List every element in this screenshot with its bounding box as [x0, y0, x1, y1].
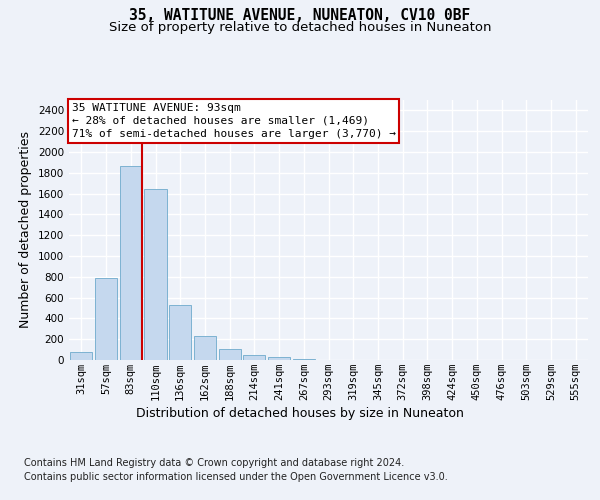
Bar: [70, 352, 92, 360]
Text: Distribution of detached houses by size in Nuneaton: Distribution of detached houses by size …: [136, 408, 464, 420]
Bar: [218, 349, 241, 360]
Bar: [194, 336, 216, 360]
Text: Size of property relative to detached houses in Nuneaton: Size of property relative to detached ho…: [109, 21, 491, 34]
Bar: [169, 305, 191, 360]
Bar: [95, 278, 117, 360]
Y-axis label: Number of detached properties: Number of detached properties: [19, 132, 32, 328]
Text: Contains HM Land Registry data © Crown copyright and database right 2024.: Contains HM Land Registry data © Crown c…: [24, 458, 404, 468]
Text: 35, WATITUNE AVENUE, NUNEATON, CV10 0BF: 35, WATITUNE AVENUE, NUNEATON, CV10 0BF: [130, 8, 470, 22]
Bar: [145, 190, 167, 360]
Bar: [243, 355, 265, 360]
Text: 35 WATITUNE AVENUE: 93sqm
← 28% of detached houses are smaller (1,469)
71% of se: 35 WATITUNE AVENUE: 93sqm ← 28% of detac…: [71, 102, 395, 139]
Bar: [119, 166, 142, 360]
Bar: [268, 358, 290, 360]
Text: Contains public sector information licensed under the Open Government Licence v3: Contains public sector information licen…: [24, 472, 448, 482]
